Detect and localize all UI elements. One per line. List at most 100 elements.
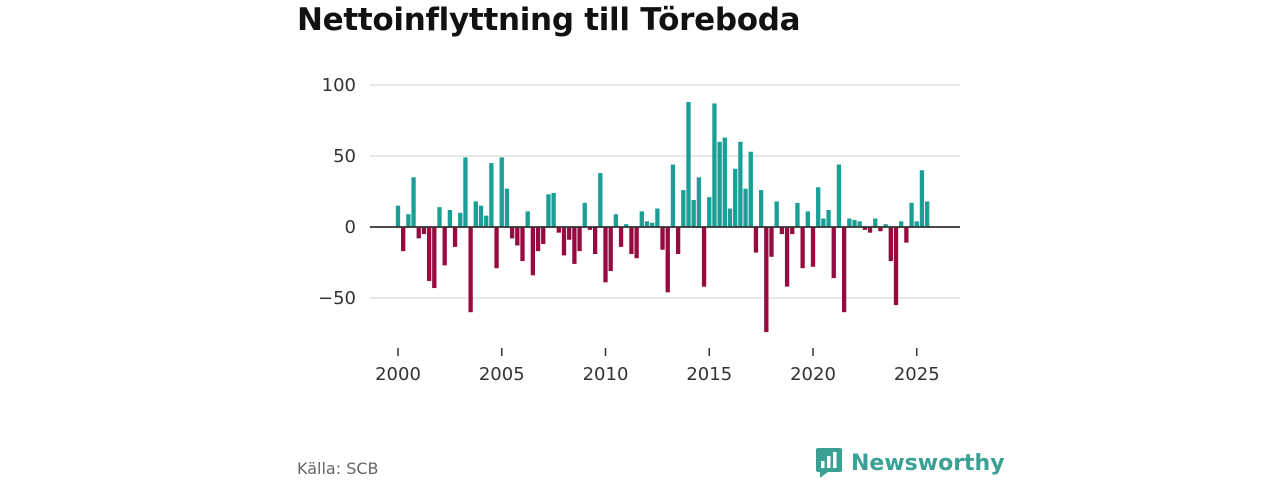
bar-positive [395,205,401,227]
bar-positive [857,221,862,227]
bar-positive [691,200,696,227]
y-axis-labels: 100 50 0 −50 [318,75,356,309]
bar-positive [847,218,852,227]
x-tick-label: 2005 [479,364,525,385]
gridlines [370,84,960,299]
bar-positive [504,188,510,227]
bar-positive [836,164,842,227]
bar-negative [665,227,670,293]
bar-positive [727,208,733,227]
bar-negative [592,227,598,254]
bar-negative [556,227,561,233]
bar-positive [489,163,494,227]
bar-positive [738,141,743,227]
bar-positive [463,157,468,227]
bar-positive [826,209,831,227]
bar-negative [753,227,759,253]
bar-positive [816,187,821,227]
bar-negative [893,227,899,306]
bar-negative [535,227,541,252]
bar-negative [862,227,868,230]
bar-positive [473,201,478,227]
bar-negative [520,227,525,262]
bar-positive [686,102,691,227]
bar-negative [587,227,593,230]
x-axis: 2000 2005 2010 2015 2020 2025 [375,348,940,385]
bar-positive [644,221,650,227]
bar-negative [779,227,785,235]
bar-positive [655,208,660,227]
bar-positive [546,194,551,227]
bar-positive [919,170,925,227]
bar-negative [572,227,577,264]
bar-negative [660,227,665,250]
bar-positive [447,209,453,227]
bar-chart: 100 50 0 −50 2000 2005 2010 2015 2020 2025 [318,75,960,385]
bar-positive [582,202,587,227]
bar-positive [883,224,888,227]
bar-positive [670,164,676,227]
bar-positive [717,141,722,227]
bar-positive [909,202,914,227]
bar-positive [598,173,603,227]
bar-positive [411,177,416,227]
newsworthy-logo[interactable]: Newsworthy [815,446,1005,480]
bar-positive [774,201,779,227]
bar-negative [567,227,572,240]
bar-negative [878,227,883,232]
bar-negative [769,227,774,257]
bar-negative [509,227,515,239]
bar-positive [406,214,411,227]
x-tick-label: 2025 [894,364,940,385]
bar-positive [924,201,930,227]
bar-negative [603,227,608,283]
newsworthy-logo-icon [816,448,842,478]
bar-negative [888,227,893,262]
bar-positive [681,190,686,227]
bar-positive [873,218,878,227]
x-tick-label: 2010 [583,364,629,385]
bar-positive [722,137,727,227]
bar-negative [634,227,639,259]
bar-positive [499,157,504,227]
bar-positive [743,188,748,227]
bar-negative [810,227,816,267]
brand-name: Newsworthy [851,450,1005,476]
y-tick-label: 100 [322,75,356,96]
bar-positive [821,218,826,227]
bar-positive [437,207,442,227]
bar-positive [748,151,753,227]
bar-positive [733,168,738,227]
bar-positive [484,215,489,227]
bar-negative [618,227,624,247]
bar-negative [608,227,613,272]
y-tick-label: −50 [318,288,356,309]
bar-positive [639,211,644,227]
bar-negative [675,227,681,254]
bar-positive [795,202,800,227]
bar-positive [712,103,717,227]
y-tick-label: 0 [345,217,356,238]
bar-positive [478,205,484,227]
bar-negative [452,227,458,247]
x-tick-label: 2015 [686,364,732,385]
bar-positive [914,221,919,227]
bar-negative [421,227,427,235]
bar-positive [758,190,764,227]
bar-positive [613,214,619,227]
bars [395,102,930,333]
bar-negative [577,227,582,252]
bar-positive [551,192,556,227]
bar-negative [831,227,836,279]
bar-negative [530,227,536,276]
bar-positive [624,224,629,227]
y-tick-label: 50 [333,146,356,167]
bar-negative [790,227,795,235]
bar-positive [525,211,530,227]
chart-title: Nettoinflyttning till Töreboda [297,2,801,38]
bar-negative [867,227,873,233]
bar-positive [458,212,463,227]
bar-negative [561,227,567,256]
bar-negative [800,227,805,269]
bar-positive [852,219,857,227]
